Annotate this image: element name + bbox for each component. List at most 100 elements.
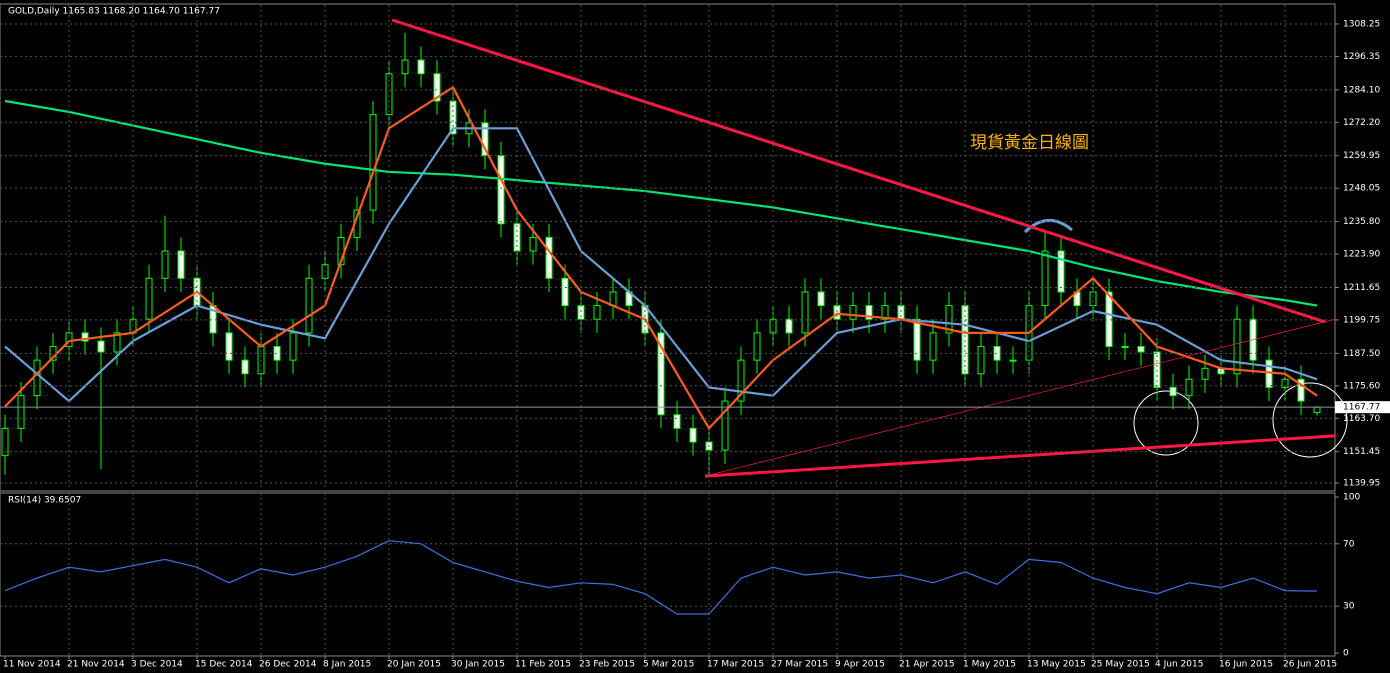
candle-body: [385, 73, 393, 116]
price-tag: [1335, 401, 1390, 414]
y-tick-label: 30: [1343, 602, 1355, 612]
candle-body: [1105, 291, 1113, 348]
y-tick-label: 1235.80: [1343, 217, 1380, 227]
candle-body: [1121, 346, 1129, 349]
candle-body: [721, 400, 729, 451]
candle-body: [289, 332, 297, 361]
x-tick-label: 11 Feb 2015: [515, 660, 571, 670]
x-tick-label: 16 Jun 2015: [1219, 660, 1273, 670]
highlight-arc: [1023, 219, 1073, 234]
x-tick-label: 13 May 2015: [1027, 660, 1086, 670]
candle-body: [577, 305, 585, 320]
x-tick-label: 26 Jun 2015: [1283, 660, 1337, 670]
candle-body: [1089, 291, 1097, 307]
trendline: [704, 434, 1335, 478]
x-tick-label: 15 Dec 2014: [195, 660, 253, 670]
candle-body: [417, 59, 425, 75]
x-tick-label: 21 Apr 2015: [899, 660, 955, 670]
price-tag-label: 1167.77: [1343, 403, 1380, 413]
x-tick-label: 17 Mar 2015: [707, 660, 764, 670]
y-tick-label: 100: [1343, 493, 1360, 503]
candle-body: [673, 414, 681, 429]
candle-body: [97, 340, 105, 353]
candle-body: [545, 236, 553, 279]
chart-title: GOLD,Daily 1165.83 1168.20 1164.70 1167.…: [8, 7, 220, 17]
x-tick-label: 11 Nov 2014: [3, 660, 61, 670]
candle-body: [161, 250, 169, 279]
candle-body: [897, 305, 905, 320]
candle-body: [689, 427, 697, 443]
candle-body: [433, 73, 441, 102]
candle-body: [225, 332, 233, 361]
candle-body: [1281, 378, 1289, 388]
y-tick-label: 1284.10: [1343, 85, 1380, 95]
candle-body: [1201, 367, 1209, 380]
candle-body: [785, 318, 793, 334]
rsi-panel: [0, 492, 1336, 657]
x-tick-label: 5 Mar 2015: [643, 660, 694, 670]
candle-body: [1185, 378, 1193, 397]
highlight-circle: [1133, 390, 1199, 456]
x-tick-label: 3 Dec 2014: [131, 660, 183, 670]
y-tick-label: 1296.35: [1343, 52, 1380, 62]
candle-body: [865, 305, 873, 320]
moving-average: [4, 99, 1318, 307]
candle-body: [1, 427, 9, 457]
y-tick-label: 1272.20: [1343, 118, 1380, 128]
candle-body: [737, 359, 745, 402]
candle-body: [33, 359, 41, 397]
candle-body: [657, 332, 665, 416]
y-tick-label: 1259.95: [1343, 151, 1380, 161]
x-tick-label: 1 May 2015: [963, 660, 1016, 670]
candle-body: [1313, 406, 1321, 413]
y-tick-label: 0: [1343, 649, 1349, 659]
candle-body: [1009, 359, 1017, 362]
candle-body: [929, 332, 937, 361]
highlight-circle: [1272, 382, 1348, 458]
main-panel: [0, 3, 1336, 492]
y-tick-label: 1223.90: [1343, 250, 1380, 260]
y-tick-label: 1211.65: [1343, 283, 1380, 293]
candle-body: [881, 305, 889, 320]
y-tick-label: 1187.50: [1343, 349, 1380, 359]
candle-body: [849, 305, 857, 320]
candle-body: [145, 277, 153, 320]
candle-body: [1297, 378, 1305, 402]
candle-body: [369, 114, 377, 211]
candle-body: [977, 346, 985, 375]
candle-body: [753, 332, 761, 361]
rsi-title: RSI(14) 39.6507: [8, 496, 81, 506]
candle-body: [801, 291, 809, 334]
candle-body: [17, 395, 25, 429]
candle-body: [561, 277, 569, 307]
y-tick-label: 1199.75: [1343, 315, 1380, 325]
x-tick-label: 23 Feb 2015: [579, 660, 635, 670]
x-tick-label: 4 Jun 2015: [1155, 660, 1203, 670]
x-tick-label: 21 Nov 2014: [67, 660, 125, 670]
candle-body: [1153, 351, 1161, 388]
candle-body: [497, 155, 505, 225]
x-tick-label: 30 Jan 2015: [451, 660, 505, 670]
x-tick-label: 8 Jan 2015: [323, 660, 371, 670]
candle-body: [913, 318, 921, 361]
candle-body: [177, 250, 185, 279]
y-tick-label: 1308.25: [1343, 19, 1380, 29]
candle-body: [1265, 359, 1273, 388]
moving-average: [4, 85, 1318, 431]
candle-body: [113, 332, 121, 353]
candle-body: [1233, 318, 1241, 375]
candle-body: [593, 305, 601, 320]
x-tick-label: 26 Dec 2014: [259, 660, 317, 670]
candle-body: [81, 332, 89, 342]
moving-average: [4, 127, 1318, 403]
candle-body: [833, 305, 841, 320]
x-tick-label: 9 Apr 2015: [835, 660, 885, 670]
x-tick-label: 20 Jan 2015: [387, 660, 441, 670]
candle-body: [241, 359, 249, 375]
x-tick-label: 25 May 2015: [1091, 660, 1150, 670]
y-tick-label: 1139.95: [1343, 479, 1380, 489]
candle-body: [401, 59, 409, 75]
y-tick-label: 1151.45: [1343, 447, 1380, 457]
y-tick-label: 1163.70: [1343, 414, 1380, 424]
